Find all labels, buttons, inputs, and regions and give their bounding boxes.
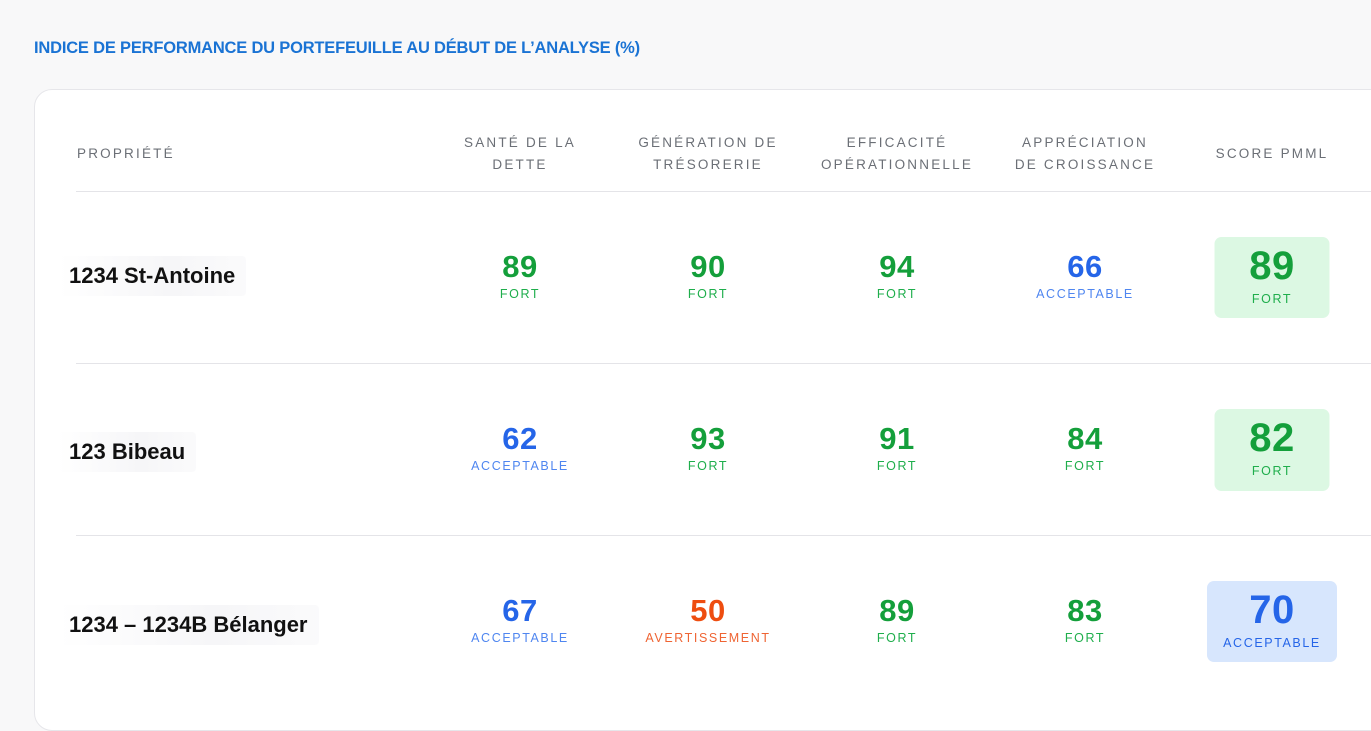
cell-croissance: 66 ACCEPTABLE (995, 250, 1175, 302)
score-status: FORT (1251, 464, 1293, 478)
cell-status: ACCEPTABLE (471, 459, 569, 473)
column-header-tresorerie: GÉNÉRATION DE TRÉSORERIE (638, 132, 777, 176)
score-value: 70 (1249, 588, 1295, 632)
property-name: 1234 – 1234B Bélanger (58, 605, 319, 645)
score-value: 89 (1249, 244, 1295, 288)
column-header-tresorerie-line1: GÉNÉRATION DE (638, 135, 778, 150)
score-badge: 82 FORT (1214, 409, 1330, 491)
column-header-dette-line2: DETTE (492, 157, 548, 172)
column-header-property: PROPRIÉTÉ (77, 146, 175, 161)
cell-status: FORT (687, 459, 729, 473)
column-header-tresorerie-line2: TRÉSORERIE (653, 157, 763, 172)
cell-status: FORT (687, 287, 729, 301)
column-header-croissance-line1: APPRÉCIATION (1022, 135, 1148, 150)
cell-value: 91 (879, 421, 915, 456)
cell-tresorerie: 90 FORT (618, 250, 798, 302)
cell-dette: 62 ACCEPTABLE (430, 422, 610, 474)
cell-dette: 89 FORT (430, 250, 610, 302)
cell-efficacite: 94 FORT (807, 250, 987, 302)
cell-status: ACCEPTABLE (1036, 287, 1134, 301)
column-header-croissance-line2: DE CROISSANCE (1014, 157, 1156, 172)
cell-status: ACCEPTABLE (471, 631, 569, 645)
cell-croissance: 83 FORT (995, 594, 1175, 646)
cell-value: 50 (690, 593, 726, 628)
cell-croissance: 84 FORT (995, 422, 1175, 474)
section-title: INDICE DE PERFORMANCE DU PORTEFEUILLE AU… (34, 39, 640, 57)
cell-efficacite: 89 FORT (807, 594, 987, 646)
column-header-efficacite-line2: OPÉRATIONNELLE (820, 157, 974, 172)
score-status: ACCEPTABLE (1223, 636, 1321, 650)
cell-value: 90 (690, 249, 726, 284)
cell-status: FORT (1064, 631, 1106, 645)
cell-value: 83 (1067, 593, 1103, 628)
cell-status: AVERTISSEMENT (645, 631, 771, 645)
cell-dette: 67 ACCEPTABLE (430, 594, 610, 646)
score-badge: 89 FORT (1214, 237, 1330, 318)
cell-value: 89 (502, 249, 538, 284)
cell-value: 84 (1067, 421, 1103, 456)
column-header-croissance: APPRÉCIATION DE CROISSANCE (1015, 132, 1155, 176)
column-header-efficacite-line1: EFFICACITÉ (846, 135, 948, 150)
cell-efficacite: 91 FORT (807, 422, 987, 474)
cell-status: FORT (499, 287, 541, 301)
score-status: FORT (1251, 292, 1293, 306)
cell-status: FORT (1064, 459, 1106, 473)
cell-value: 66 (1067, 249, 1103, 284)
column-header-score: SCORE PMML (1215, 146, 1329, 161)
cell-tresorerie: 93 FORT (618, 422, 798, 474)
cell-value: 94 (879, 249, 915, 284)
property-name: 1234 St-Antoine (58, 256, 247, 296)
cell-value: 93 (690, 421, 726, 456)
cell-value: 62 (502, 421, 538, 456)
column-header-efficacite: EFFICACITÉ OPÉRATIONNELLE (821, 132, 973, 176)
cell-value: 67 (502, 593, 538, 628)
property-name: 123 Bibeau (58, 432, 197, 472)
column-header-dette-line1: SANTÉ DE LA (464, 135, 576, 150)
cell-tresorerie: 50 AVERTISSEMENT (618, 594, 798, 646)
row-divider (76, 535, 1371, 536)
cell-status: FORT (876, 459, 918, 473)
row-divider (76, 363, 1371, 364)
cell-status: FORT (876, 287, 918, 301)
score-badge: 70 ACCEPTABLE (1207, 581, 1337, 662)
cell-value: 89 (879, 593, 915, 628)
column-header-dette: SANTÉ DE LA DETTE (464, 132, 576, 176)
score-value: 82 (1249, 416, 1295, 460)
header-divider (76, 191, 1371, 192)
cell-status: FORT (876, 631, 918, 645)
